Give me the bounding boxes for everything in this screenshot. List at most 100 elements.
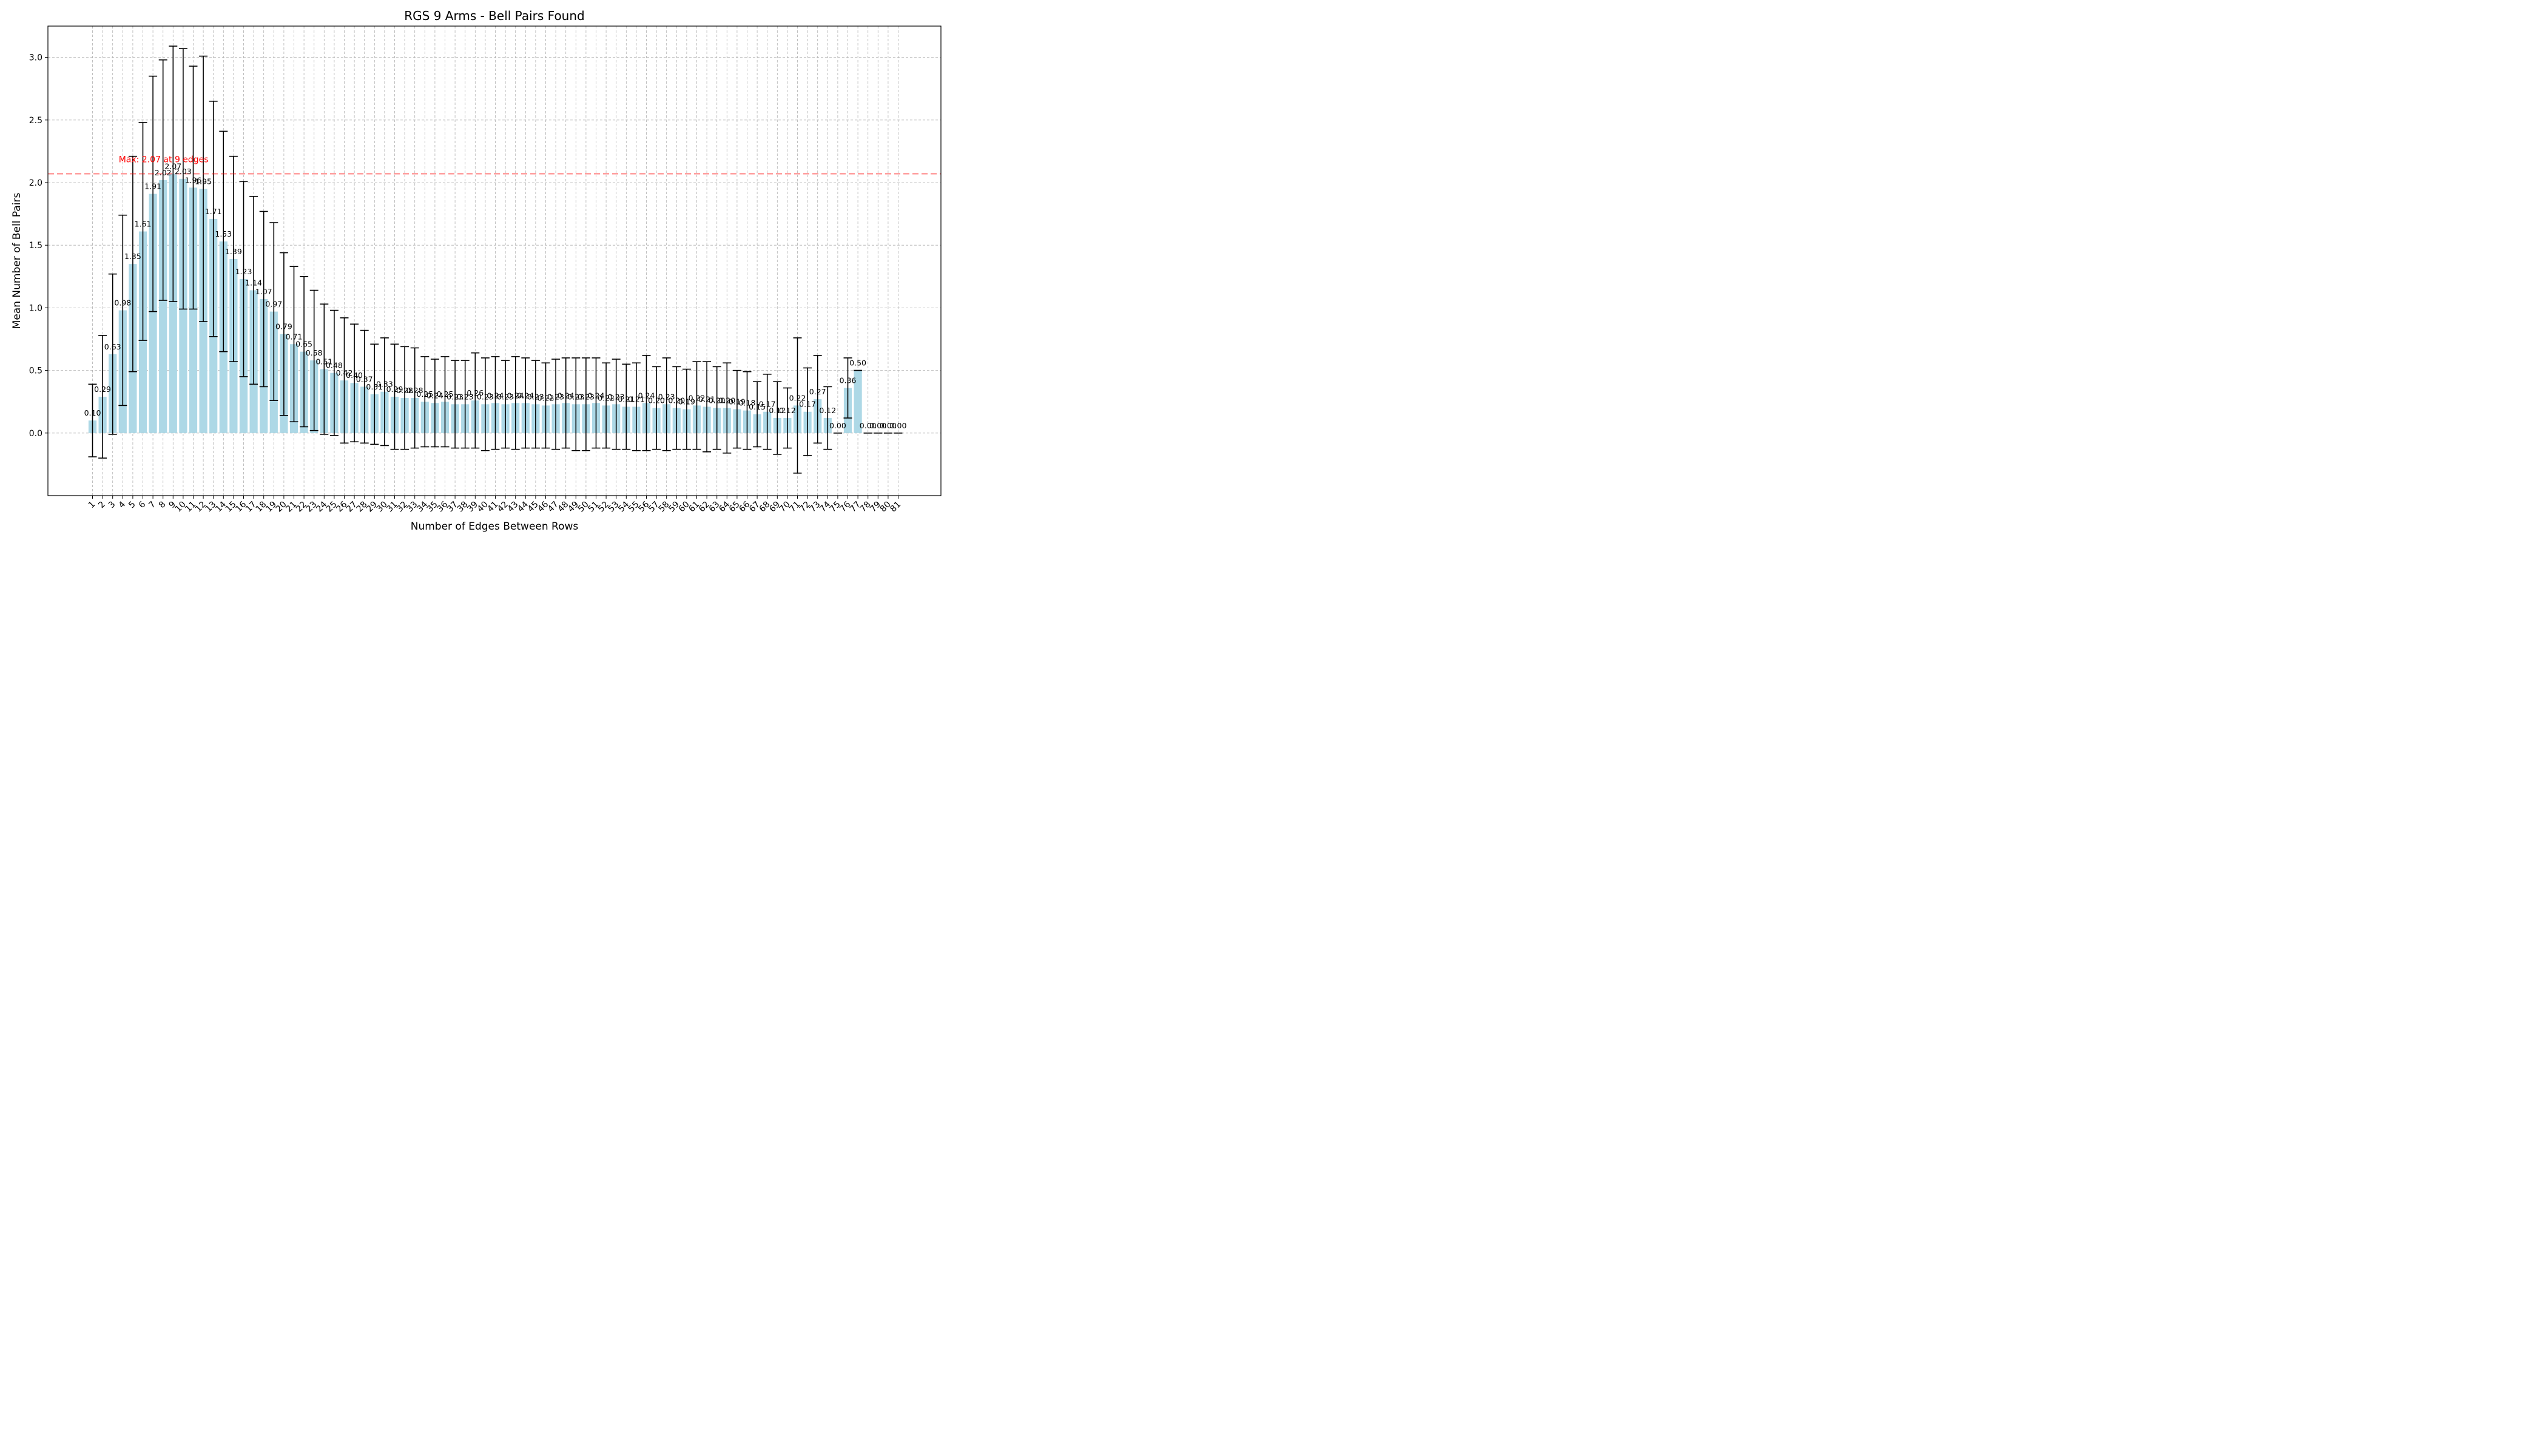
bar-value-label: 1.71: [205, 207, 222, 216]
bar-value-label: 0.22: [538, 393, 554, 402]
bar-value-label: 0.31: [366, 382, 383, 391]
bar-value-label: 0.24: [426, 391, 443, 400]
bar-value-label: 0.25: [416, 389, 433, 399]
y-tick-label: 0.0: [29, 429, 42, 439]
bar-value-label: 0.25: [437, 389, 454, 399]
bar-value-label: 0.79: [275, 322, 292, 331]
bar-value-label: 0.50: [849, 359, 866, 368]
bar-value-label: 0.36: [840, 376, 857, 385]
bar-value-label: 1.53: [215, 229, 232, 238]
bar-value-label: 0.20: [718, 396, 735, 405]
bar-value-label: 0.24: [507, 391, 524, 400]
bar-value-label: 0.18: [739, 399, 756, 408]
bar-value-label: 0.23: [527, 392, 544, 401]
bar-value-label: 0.21: [628, 394, 645, 403]
plot-frame: [47, 25, 942, 496]
y-tick-label: 3.0: [29, 53, 42, 63]
bar-value-label: 0.29: [386, 385, 403, 394]
bar: [169, 174, 177, 433]
bar-value-label: 0.00: [880, 421, 897, 430]
bar-value-label: 0.23: [477, 392, 494, 401]
bar-value-label: 0.19: [678, 397, 695, 406]
bar-value-label: 0.22: [689, 393, 706, 402]
bar-value-label: 0.12: [769, 406, 786, 415]
max-reference: Max: 2.07 at 9 edges: [48, 155, 941, 175]
bar-value-label: 0.00: [869, 421, 886, 430]
bar-value-label: 0.20: [668, 396, 685, 405]
bar: [149, 194, 157, 433]
bar-value-label: 0.37: [356, 374, 373, 383]
bar-value-label: 0.24: [558, 391, 575, 400]
y-axis-label: Mean Number of Bell Pairs: [11, 193, 23, 329]
bar-value-label: 0.51: [315, 357, 332, 366]
bar-value-label: 0.26: [467, 388, 484, 397]
bar-value-label: 0.23: [447, 392, 463, 401]
bar-value-label: 1.39: [225, 247, 242, 256]
bar-value-label: 0.10: [84, 408, 101, 417]
bar-value-label: 0.00: [890, 421, 907, 430]
x-axis-label: Number of Edges Between Rows: [411, 521, 579, 533]
bar-value-label: 0.65: [295, 340, 312, 349]
bar-value-label: 2.02: [155, 168, 172, 177]
bar-value-label: 0.21: [618, 394, 635, 403]
bar-value-label: 0.40: [346, 371, 363, 380]
bar-value-label: 0.00: [829, 421, 846, 430]
bar: [189, 187, 198, 433]
bar-value-label: 0.24: [517, 391, 534, 400]
bar-value-label: 0.23: [497, 392, 514, 401]
max-label: Max: 2.07 at 9 edges: [119, 155, 209, 165]
bar-value-label: 0.23: [658, 392, 675, 401]
bar-value-labels: 0.10 0.29 0.63 0.98 1.35 1.61 1.91 2.022.072.03…: [84, 162, 907, 430]
bar-value-label: 0.23: [567, 392, 584, 401]
figure-background: [0, 0, 951, 539]
bar-value-label: 0.27: [809, 387, 826, 396]
bar-value-label: 0.20: [709, 396, 726, 405]
y-tick-label: 1.5: [29, 241, 42, 251]
bar-value-label: 0.48: [326, 361, 343, 370]
y-tick-label: 0.5: [29, 366, 42, 376]
bar-value-label: 0.22: [598, 393, 615, 402]
bar-value-label: 1.95: [195, 177, 212, 186]
bar-value-label: 1.91: [144, 182, 161, 191]
y-tick-label: 1.0: [29, 303, 42, 313]
bar: [159, 180, 167, 433]
bar-value-label: 1.61: [135, 219, 152, 228]
bar-value-label: 1.07: [255, 287, 272, 296]
bar-value-label: 0.23: [578, 392, 595, 401]
bar-value-label: 0.28: [406, 386, 423, 395]
bar-value-label: 0.42: [336, 368, 353, 377]
bar-value-label: 0.12: [819, 406, 836, 415]
bar-value-label: 0.22: [789, 393, 806, 402]
bar-value-label: 0.33: [376, 380, 393, 389]
bar-value-label: 0.17: [799, 400, 816, 409]
bar-value-label: 0.28: [396, 386, 413, 395]
error-bars: [88, 46, 903, 474]
bar-value-label: 0.23: [547, 392, 564, 401]
bar-value-label: 0.98: [114, 298, 131, 308]
chart-title: RGS 9 Arms - Bell Pairs Found: [404, 8, 584, 23]
bar-value-label: 0.23: [608, 392, 625, 401]
bar-value-label: 0.71: [286, 332, 303, 341]
y-tick-label: 2.0: [29, 178, 42, 188]
bar-value-label: 0.19: [729, 397, 746, 406]
bar-value-label: 1.35: [124, 252, 141, 261]
bar-value-label: 0.24: [588, 391, 605, 400]
bar-value-label: 0.23: [457, 392, 474, 401]
bar-value-label: 1.23: [235, 267, 252, 276]
bar-value-label: 0.20: [648, 396, 665, 405]
bar-value-label: 2.03: [175, 167, 192, 176]
y-tick-label: 2.5: [29, 116, 42, 126]
bar-value-label: 0.97: [265, 300, 282, 309]
bar-value-label: 0.17: [759, 400, 776, 409]
bar-chart: RGS 9 Arms - Bell Pairs Found Max: 2.07 …: [0, 0, 951, 539]
bar-value-label: 0.24: [487, 391, 504, 400]
bar-value-label: 0.12: [779, 406, 796, 415]
bar-value-label: 0.21: [698, 394, 715, 403]
bar-value-label: 1.96: [185, 175, 202, 184]
bar: [854, 370, 862, 433]
bar-value-label: 0.24: [638, 391, 655, 400]
bar-value-label: 0.15: [749, 402, 766, 411]
bar-value-label: 0.63: [104, 342, 121, 351]
y-axis: 0.0 0.5 1.0 1.5 2.0 2.5 3.0: [29, 53, 48, 439]
bar-value-label: 0.29: [94, 385, 111, 394]
